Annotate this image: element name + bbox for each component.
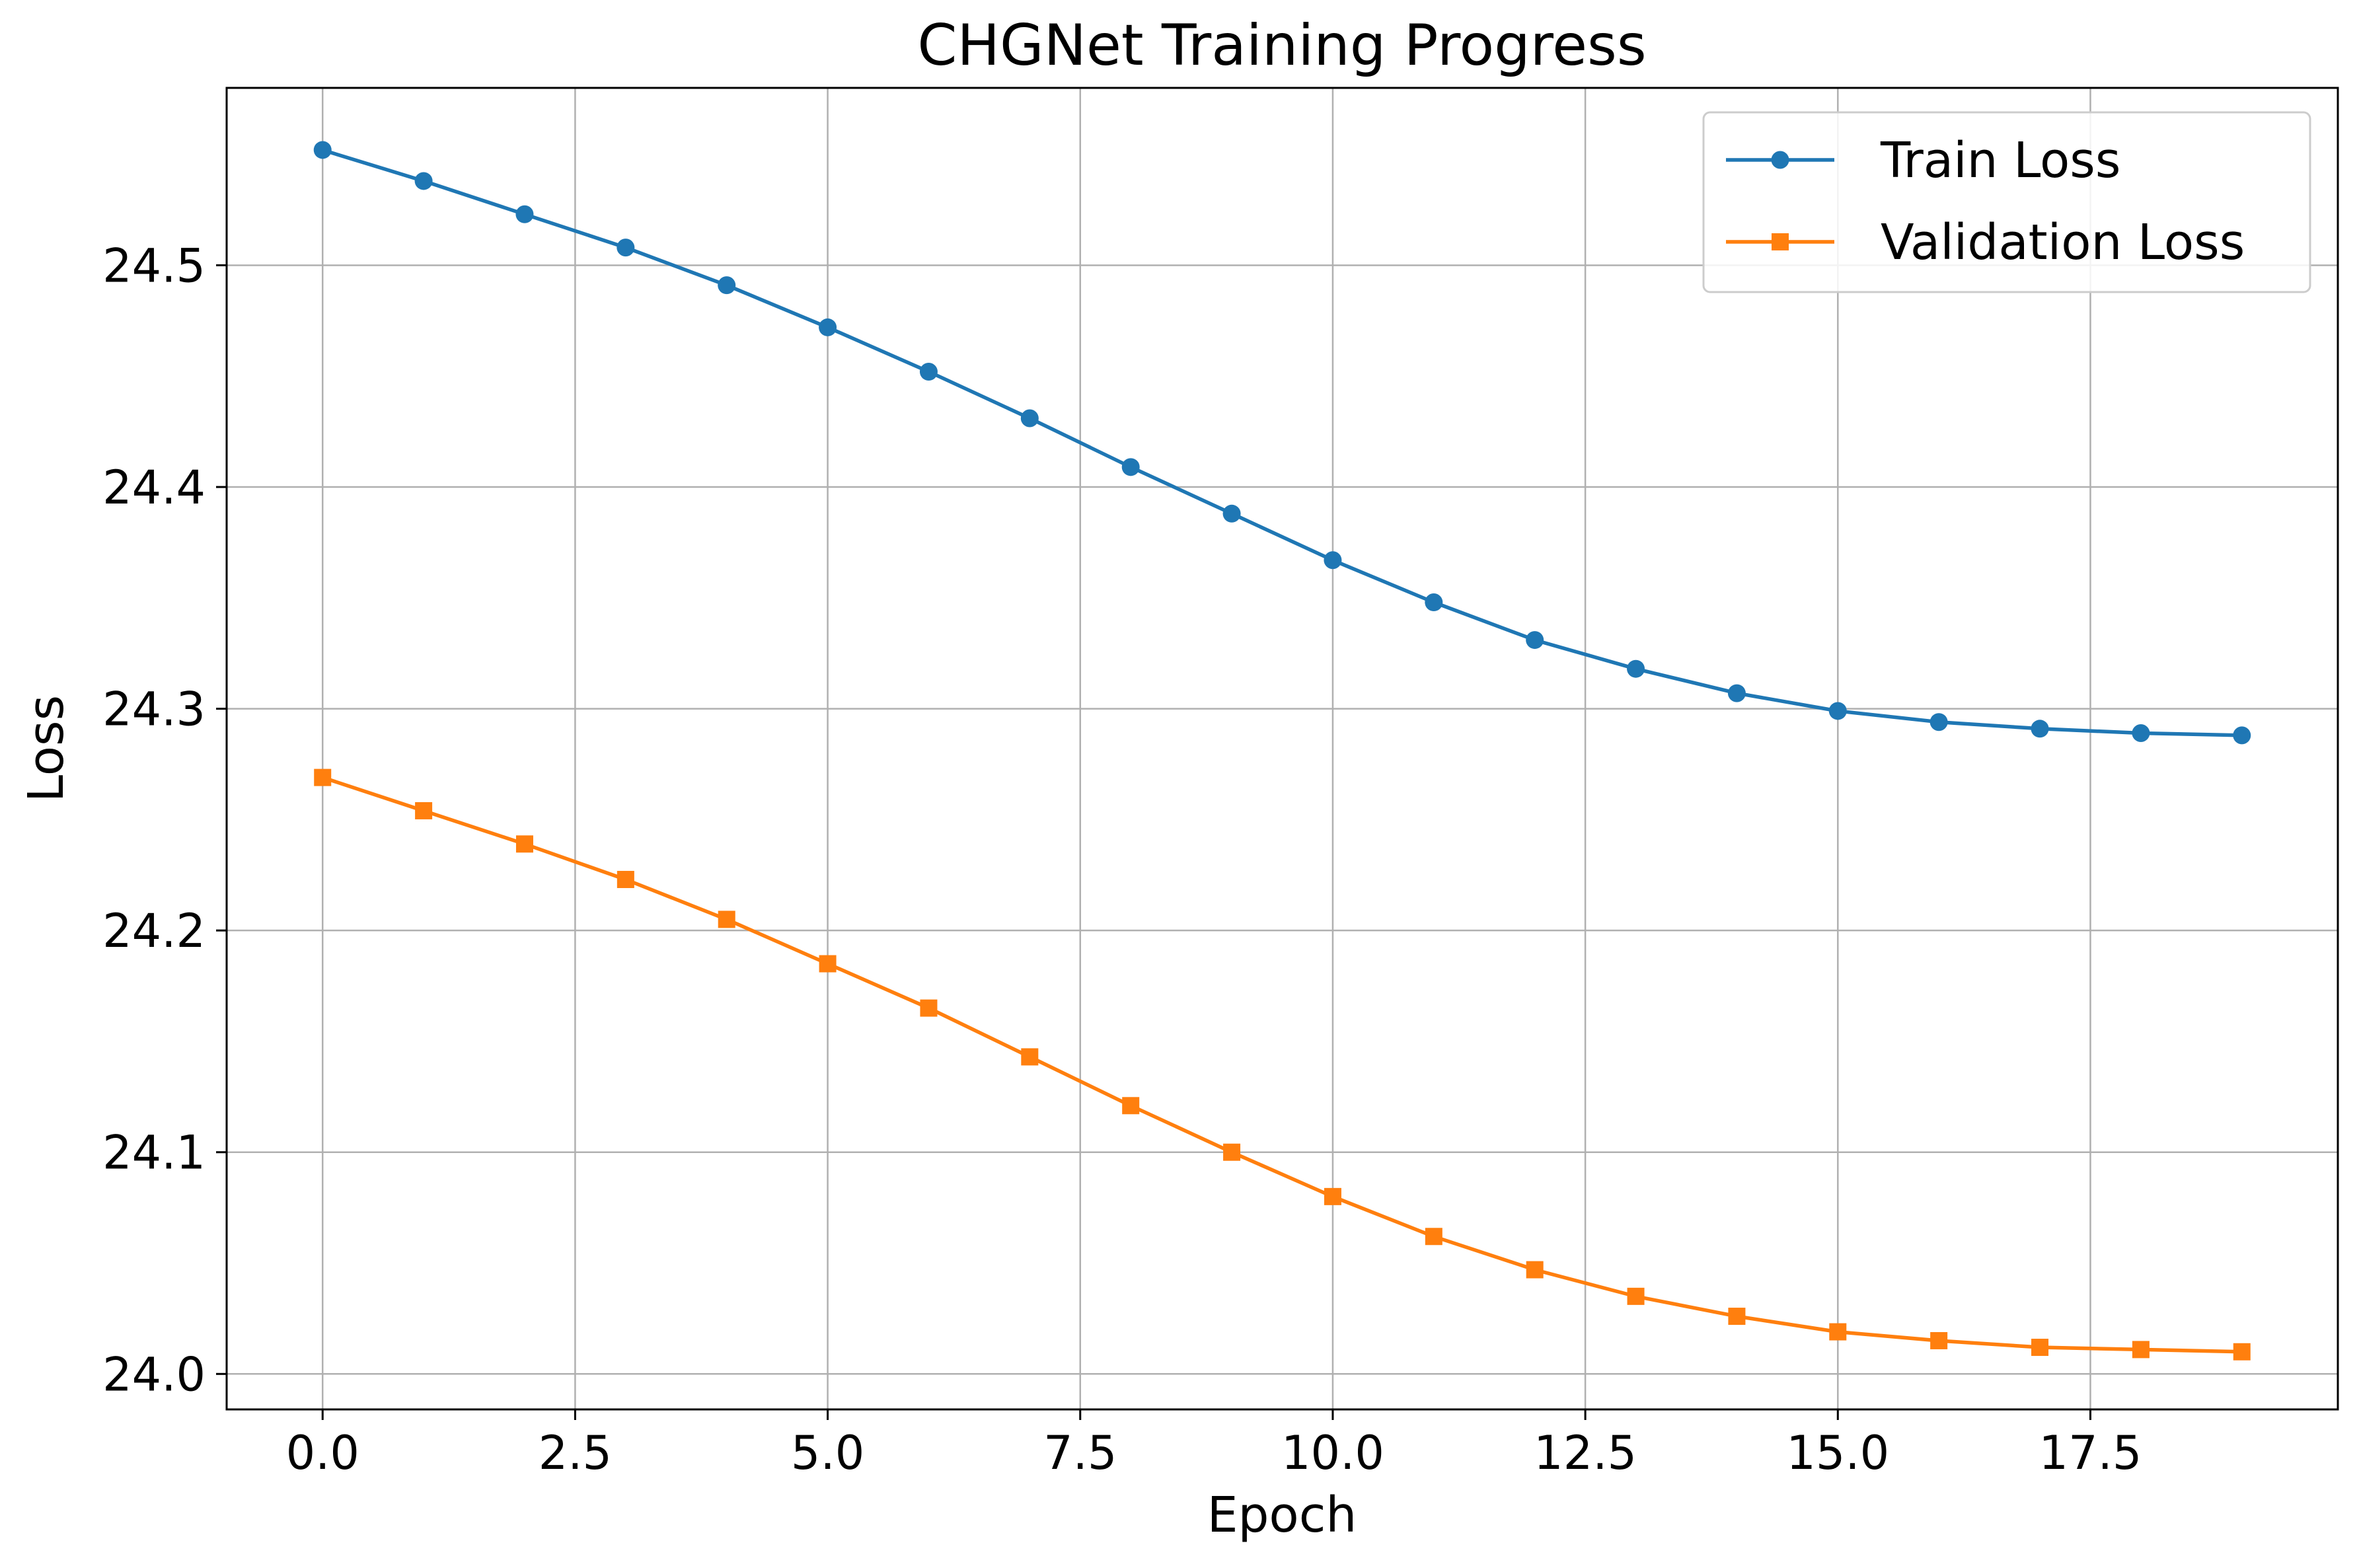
validation-loss-point xyxy=(2233,1343,2251,1361)
train-loss-point xyxy=(1627,659,1645,678)
validation-loss-point xyxy=(1526,1261,1544,1279)
y-tick-label: 24.0 xyxy=(102,1347,206,1401)
train-loss-point xyxy=(313,141,332,159)
y-tick-label: 24.4 xyxy=(102,461,206,515)
validation-loss-point xyxy=(1728,1308,1746,1325)
validation-loss-point xyxy=(920,999,938,1017)
validation-loss-point xyxy=(617,870,634,888)
validation-loss-point xyxy=(515,835,533,853)
x-tick-label: 7.5 xyxy=(1043,1426,1117,1480)
y-tick-label: 24.1 xyxy=(102,1126,206,1180)
train-loss-point xyxy=(2132,724,2150,743)
legend-label: Validation Loss xyxy=(1881,214,2245,271)
validation-loss-point xyxy=(1223,1143,1241,1161)
train-loss-point xyxy=(1324,551,1342,570)
y-tick-label: 24.3 xyxy=(102,683,206,737)
x-tick-label: 10.0 xyxy=(1281,1426,1384,1480)
validation-loss-point xyxy=(819,955,837,973)
series-line-train xyxy=(322,148,2242,737)
train-loss-point xyxy=(1526,631,1544,650)
series-line-validation xyxy=(322,775,2242,1354)
y-axis-label: Loss xyxy=(18,695,75,802)
validation-loss-point xyxy=(1829,1323,1847,1341)
train-loss-point xyxy=(819,318,837,336)
validation-loss-point xyxy=(1122,1097,1140,1115)
x-tick-label: 12.5 xyxy=(1534,1426,1637,1480)
validation-loss-point xyxy=(1930,1331,1948,1349)
validation-loss-point xyxy=(314,768,332,786)
train-loss-point xyxy=(919,363,938,381)
plot-frame xyxy=(225,87,2339,1411)
legend-marker-circle xyxy=(1771,151,1789,169)
validation-loss-point xyxy=(2031,1339,2049,1357)
x-axis-label: Epoch xyxy=(1207,1487,1357,1544)
legend: Train Loss Validation Loss xyxy=(1702,111,2311,293)
train-loss-point xyxy=(1222,504,1241,523)
legend-marker-square xyxy=(1772,233,1789,250)
train-loss-point xyxy=(2031,720,2049,738)
validation-loss-point xyxy=(415,802,433,819)
validation-loss-point xyxy=(1021,1048,1039,1066)
chart-title: CHGNet Training Progress xyxy=(917,13,1646,79)
validation-loss-point xyxy=(2132,1341,2150,1359)
train-loss-point xyxy=(2233,726,2251,745)
y-tick-label: 24.2 xyxy=(102,904,206,958)
train-loss-point xyxy=(1727,684,1746,702)
series-layer xyxy=(313,141,2251,1361)
train-loss-point xyxy=(515,205,534,223)
train-loss-point xyxy=(1828,702,1847,720)
legend-label: Train Loss xyxy=(1880,132,2120,189)
train-loss-point xyxy=(718,276,736,295)
x-tick-label: 0.0 xyxy=(286,1426,359,1480)
x-tick-label: 17.5 xyxy=(2039,1426,2142,1480)
x-tick-label: 2.5 xyxy=(539,1426,612,1480)
train-loss-point xyxy=(1929,713,1948,731)
validation-loss-point xyxy=(1627,1287,1645,1305)
x-tick-label: 15.0 xyxy=(1786,1426,1889,1480)
validation-loss-point xyxy=(1324,1187,1341,1205)
train-loss-point xyxy=(617,239,635,257)
x-tick-label: 5.0 xyxy=(791,1426,864,1480)
train-loss-point xyxy=(1020,409,1039,428)
y-tick-label: 24.5 xyxy=(102,239,206,293)
train-loss-point xyxy=(1425,593,1443,612)
train-loss-point xyxy=(1121,458,1140,476)
axis-ticks: 0.0 2.5 5.0 7.5 10.0 12.5 15.0 17.5 24.0 24.1 24.2… xyxy=(102,239,2142,1480)
validation-loss-point xyxy=(1425,1228,1442,1246)
grid-lines xyxy=(227,88,2338,1409)
legend-box xyxy=(1702,111,2311,293)
validation-loss-point xyxy=(718,911,735,928)
train-loss-point xyxy=(414,172,433,190)
